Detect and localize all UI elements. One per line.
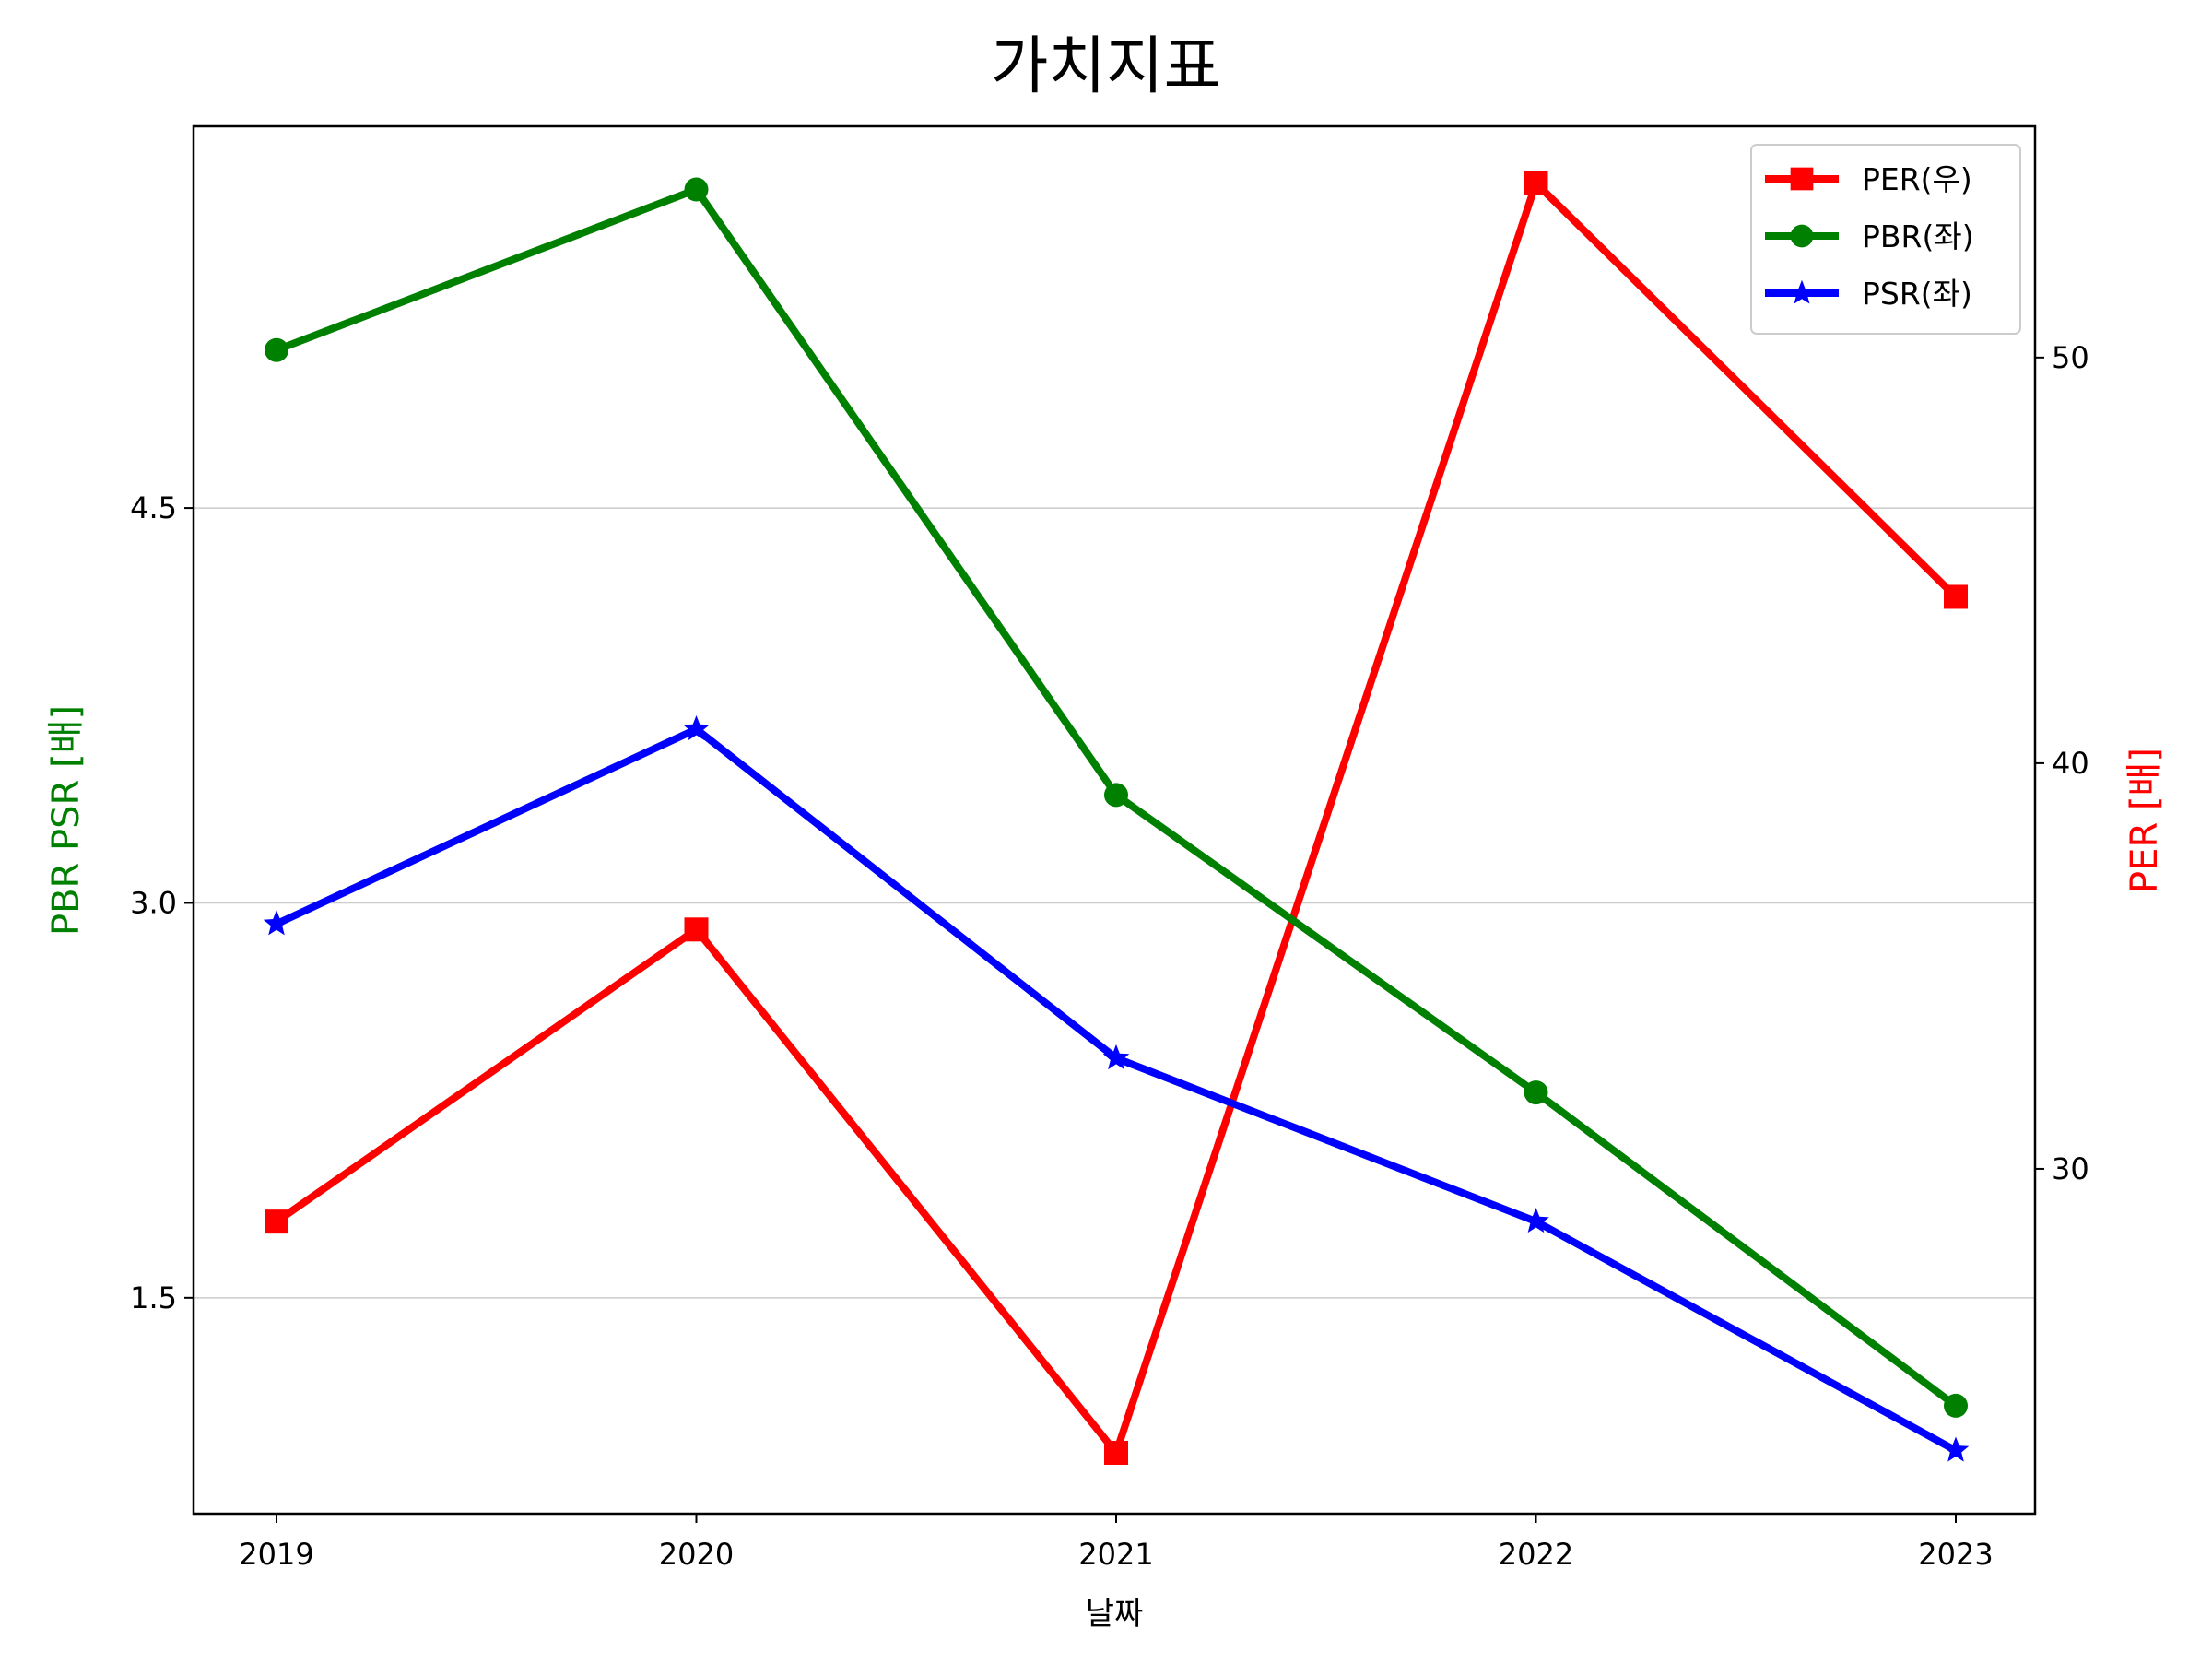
- y-right-tick-label: 40: [2052, 746, 2089, 781]
- legend-label-pbr: PBR(좌): [1862, 218, 1974, 254]
- x-tick-label: 2022: [1499, 1537, 1573, 1572]
- axis-layer: 1.5 3.0 4.5 30 40 50 2019 2020 2021 2022 2023: [130, 340, 2089, 1572]
- y-left-tick-label: 4.5: [130, 490, 177, 525]
- x-tick-label: 2023: [1918, 1537, 1993, 1572]
- y-axis-left-label: PBR PSR [배]: [45, 705, 88, 936]
- data-point-pbr: [1944, 1393, 1968, 1418]
- data-point-pbr: [684, 177, 709, 202]
- data-point-pbr: [1104, 783, 1128, 808]
- x-tick-label: 2019: [239, 1537, 313, 1572]
- data-point-per: [1524, 171, 1548, 195]
- series-layer: [263, 171, 1970, 1465]
- data-point-psr: [1942, 1436, 1970, 1462]
- x-tick-label: 2021: [1078, 1537, 1153, 1572]
- y-left-tick-label: 3.0: [130, 885, 177, 920]
- legend-box: [1750, 144, 2021, 335]
- data-point-psr: [1102, 1044, 1130, 1070]
- legend-marker-psr: [1789, 279, 1815, 304]
- y-right-tick-label: 30: [2052, 1151, 2089, 1186]
- legend-label-per: PER(우): [1862, 161, 1972, 197]
- data-point-per: [265, 1209, 288, 1234]
- data-point-psr: [263, 910, 290, 936]
- x-axis-label: 날짜: [1086, 1596, 1144, 1633]
- legend-marker-per: [1790, 167, 1814, 191]
- data-point-per: [684, 917, 709, 942]
- data-point-per: [1104, 1440, 1128, 1465]
- legend-label-psr: PSR(좌): [1862, 276, 1972, 312]
- data-point-pbr: [1524, 1080, 1548, 1105]
- y-axis-right-label: PER [배]: [2124, 748, 2166, 893]
- data-point-per: [1944, 584, 1968, 609]
- chart-title: 가치지표: [991, 30, 1221, 103]
- plot-frame: [192, 124, 2037, 1516]
- data-point-psr: [683, 715, 710, 741]
- legend: PER(우) PBR(좌) PSR(좌): [1750, 144, 2021, 335]
- y-right-tick-label: 50: [2052, 340, 2089, 375]
- x-tick-label: 2020: [659, 1537, 734, 1572]
- grid-layer: [194, 507, 2035, 1299]
- data-point-psr: [1523, 1208, 1549, 1233]
- y-left-tick-label: 1.5: [130, 1280, 177, 1315]
- data-point-pbr: [265, 337, 288, 362]
- legend-marker-pbr: [1790, 224, 1814, 248]
